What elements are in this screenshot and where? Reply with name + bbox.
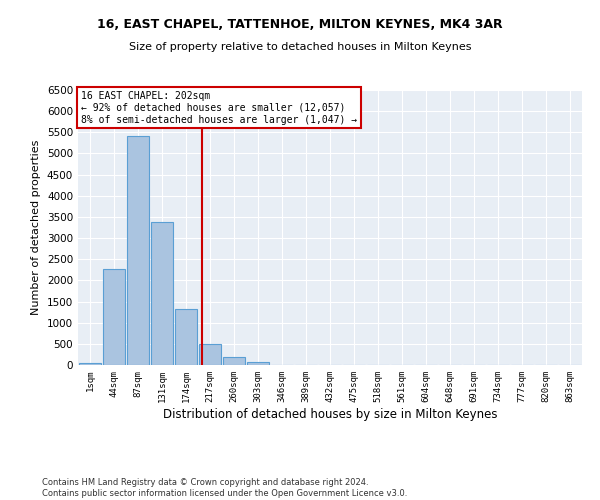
Bar: [79, 363, 101, 365]
Bar: [127, 136, 149, 365]
Text: Contains HM Land Registry data © Crown copyright and database right 2024.
Contai: Contains HM Land Registry data © Crown c…: [42, 478, 407, 498]
Text: Size of property relative to detached houses in Milton Keynes: Size of property relative to detached ho…: [129, 42, 471, 52]
Y-axis label: Number of detached properties: Number of detached properties: [31, 140, 41, 315]
X-axis label: Distribution of detached houses by size in Milton Keynes: Distribution of detached houses by size …: [163, 408, 497, 420]
Bar: [223, 358, 245, 365]
Bar: [175, 309, 197, 365]
Text: 16 EAST CHAPEL: 202sqm
← 92% of detached houses are smaller (12,057)
8% of semi-: 16 EAST CHAPEL: 202sqm ← 92% of detached…: [80, 92, 356, 124]
Bar: [151, 222, 173, 365]
Text: 16, EAST CHAPEL, TATTENHOE, MILTON KEYNES, MK4 3AR: 16, EAST CHAPEL, TATTENHOE, MILTON KEYNE…: [97, 18, 503, 30]
Bar: [103, 269, 125, 365]
Bar: [199, 344, 221, 365]
Bar: [247, 362, 269, 365]
